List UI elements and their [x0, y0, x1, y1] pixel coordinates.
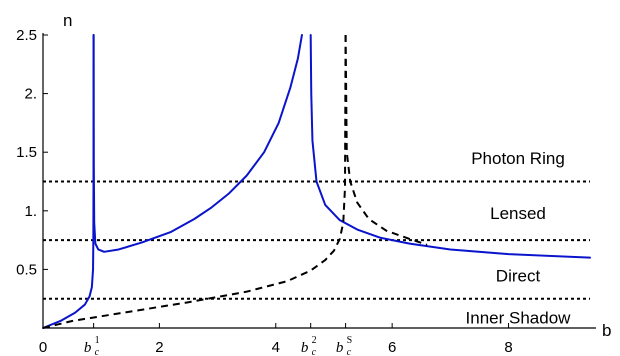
x-special-tick-sub-2: c — [347, 347, 352, 356]
y-tick-label-1: 1. — [24, 203, 37, 220]
region-label-0: Photon Ring — [471, 149, 565, 168]
y-tick-label-4: 2.5 — [16, 27, 37, 44]
region-labels: Photon Ring Lensed Direct Inner Shadow — [466, 149, 572, 327]
y-axis-label: n — [63, 11, 72, 30]
x-special-tick-sup-0: 1 — [95, 335, 100, 346]
x-special-tick-sub-1: c — [312, 347, 317, 356]
series-0-segment-2 — [309, 34, 591, 259]
region-label-2: Direct — [496, 266, 541, 285]
x-special-tick-label-2: b — [336, 340, 344, 356]
y-tick-label-0: 0.5 — [16, 261, 37, 278]
x-special-tick-sup-2: S — [347, 335, 353, 346]
x-tick-label-4: 8 — [504, 339, 512, 356]
x-tick-label-1: 2 — [155, 339, 163, 356]
region-label-1: Lensed — [490, 204, 546, 223]
x-tick-label-3: 6 — [388, 339, 396, 356]
series-1-segment-1 — [344, 34, 428, 246]
x-tick-label-2: 4 — [272, 339, 280, 356]
x-special-tick-label-0: b — [84, 340, 92, 356]
x-tick-label-0: 0 — [39, 339, 47, 356]
series-1-segment-0 — [42, 34, 347, 329]
axes — [42, 33, 596, 329]
series-layer — [42, 34, 591, 329]
y-tick-label-3: 2. — [24, 86, 37, 103]
x-special-tick-sup-1: 2 — [312, 335, 317, 346]
x-special-tick-label-1: b — [301, 340, 309, 356]
y-tick-label-2: 1.5 — [16, 144, 37, 161]
series-0-segment-1 — [92, 34, 303, 253]
x-axis-label: b — [602, 321, 611, 340]
ticks: 0 2 4 6 8b c1 b c2 b cS0.51.1.52.2.5 — [16, 27, 513, 356]
threshold-lines — [43, 180, 590, 300]
x-special-tick-sub-0: c — [95, 347, 100, 356]
region-label-3: Inner Shadow — [466, 308, 572, 327]
